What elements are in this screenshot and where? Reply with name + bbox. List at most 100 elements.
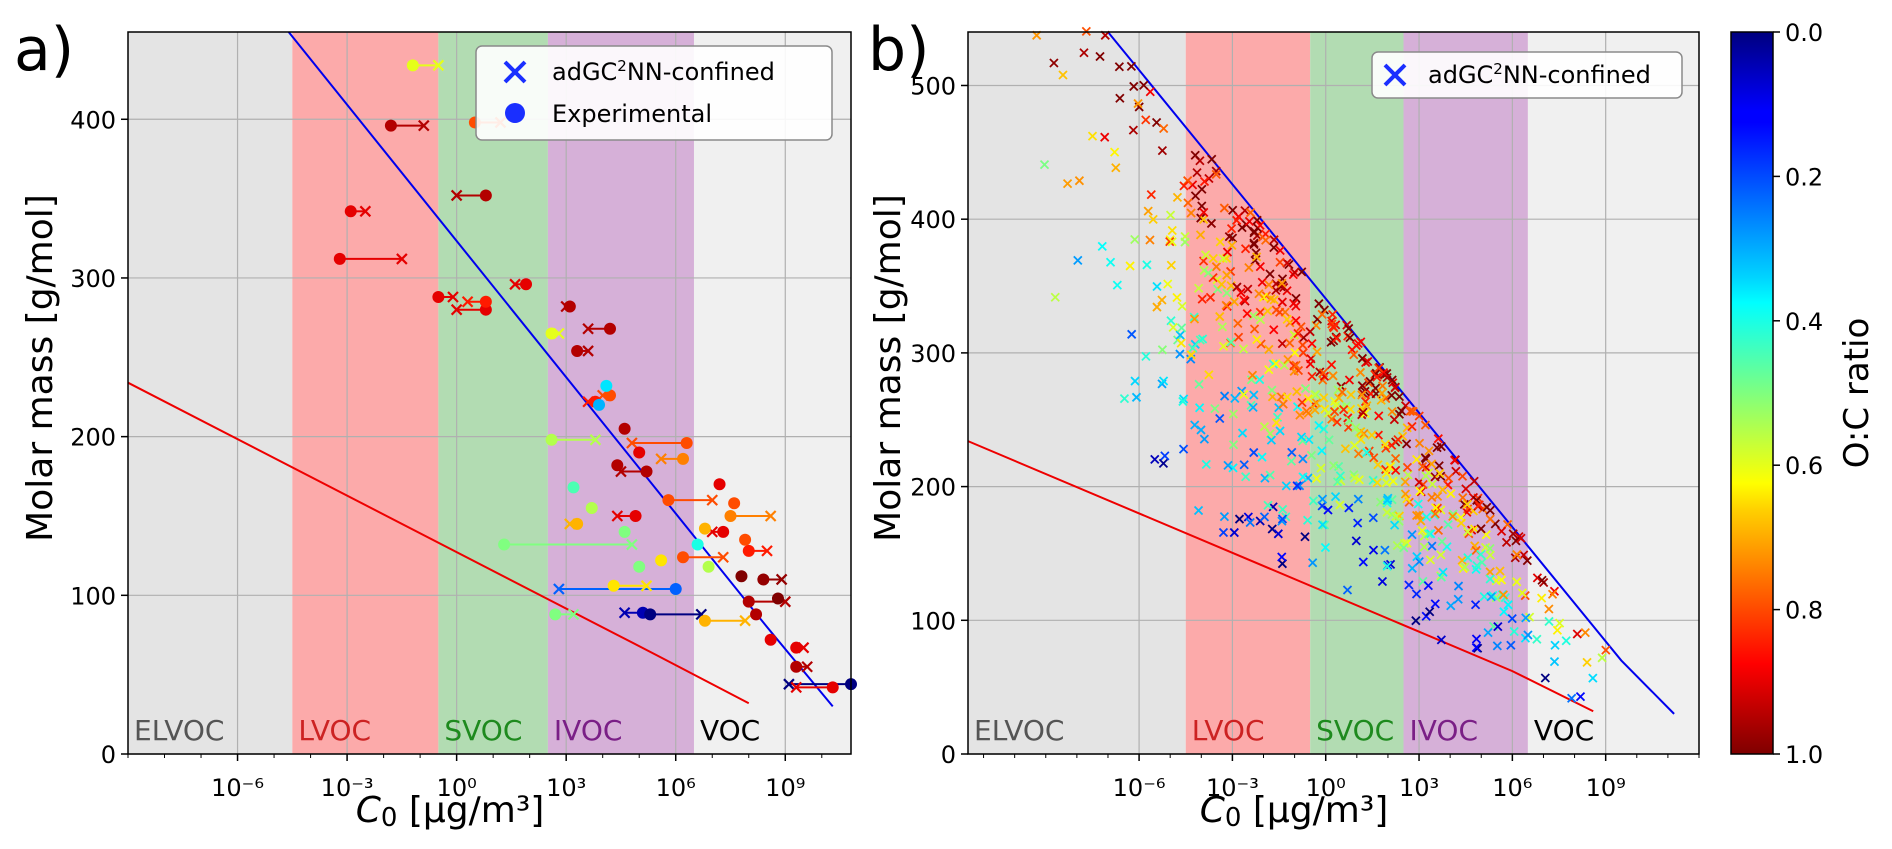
prediction-marker-stroke bbox=[1304, 434, 1314, 445]
prediction-marker bbox=[1492, 641, 1502, 651]
prediction-marker bbox=[1382, 372, 1392, 383]
prediction-marker-stroke bbox=[1143, 206, 1153, 216]
prediction-marker bbox=[1390, 383, 1400, 393]
prediction-marker bbox=[1401, 439, 1412, 449]
experimental-point bbox=[549, 608, 562, 621]
prediction-marker-stroke bbox=[1264, 280, 1274, 290]
prediction-marker bbox=[1463, 553, 1473, 563]
prediction-marker-stroke bbox=[1244, 263, 1254, 273]
y-tick-label: 200 bbox=[70, 424, 116, 452]
prediction-marker-stroke bbox=[1307, 371, 1317, 381]
prediction-marker-stroke bbox=[1275, 257, 1285, 267]
prediction-marker bbox=[1540, 673, 1550, 683]
prediction-marker bbox=[1198, 214, 1209, 224]
prediction-marker bbox=[1425, 529, 1436, 539]
prediction-marker bbox=[1285, 338, 1295, 348]
prediction-marker-stroke bbox=[1345, 404, 1356, 414]
prediction-marker bbox=[1275, 245, 1285, 256]
prediction-marker bbox=[1344, 375, 1355, 385]
experimental-point bbox=[739, 533, 752, 546]
prediction-marker-stroke bbox=[1380, 439, 1390, 449]
prediction-marker bbox=[1495, 566, 1505, 576]
prediction-marker-stroke bbox=[1374, 411, 1384, 421]
prediction-marker-stroke bbox=[1359, 428, 1369, 439]
prediction-marker-stroke bbox=[1317, 520, 1328, 530]
prediction-marker bbox=[1448, 511, 1458, 522]
prediction-marker bbox=[1143, 206, 1153, 216]
experimental-point bbox=[742, 595, 755, 608]
prediction-marker-stroke bbox=[1255, 315, 1266, 325]
prediction-marker-stroke bbox=[615, 465, 627, 478]
band-label-elvoc: ELVOC bbox=[974, 714, 1064, 747]
prediction-marker bbox=[1353, 518, 1363, 528]
prediction-marker-stroke bbox=[1302, 515, 1313, 525]
prediction-marker bbox=[1317, 494, 1328, 504]
prediction-marker bbox=[1477, 557, 1487, 568]
prediction-marker-stroke bbox=[1567, 693, 1577, 703]
prediction-marker-stroke bbox=[1227, 233, 1238, 243]
prediction-marker bbox=[1297, 267, 1307, 277]
prediction-marker-stroke bbox=[790, 681, 803, 694]
prediction-marker-stroke bbox=[1269, 295, 1279, 305]
prediction-marker-stroke bbox=[1427, 541, 1437, 551]
prediction-marker bbox=[1312, 347, 1322, 357]
prediction-marker bbox=[706, 494, 719, 506]
prediction-marker bbox=[1329, 406, 1340, 417]
prediction-marker bbox=[1275, 257, 1285, 267]
prediction-marker bbox=[1233, 318, 1243, 328]
volatility-bands bbox=[128, 32, 851, 754]
prediction-marker-stroke bbox=[1282, 392, 1292, 402]
prediction-marker bbox=[1430, 599, 1440, 609]
prediction-marker bbox=[1461, 484, 1471, 494]
prediction-marker bbox=[1176, 323, 1187, 333]
prediction-marker-stroke bbox=[1516, 533, 1526, 543]
prediction-marker-stroke bbox=[1129, 81, 1139, 92]
prediction-marker bbox=[1189, 312, 1199, 322]
x-tick-label: 10⁹ bbox=[765, 774, 805, 802]
prediction-marker bbox=[1417, 461, 1428, 472]
prediction-marker bbox=[1295, 410, 1305, 420]
prediction-marker-stroke bbox=[764, 510, 777, 522]
prediction-marker-stroke bbox=[1346, 390, 1356, 400]
prediction-marker-stroke bbox=[1448, 509, 1458, 519]
prediction-marker bbox=[1349, 350, 1359, 360]
prediction-marker-stroke bbox=[1411, 589, 1422, 599]
prediction-marker-stroke bbox=[1260, 473, 1270, 483]
prediction-marker-stroke bbox=[1550, 640, 1560, 650]
prediction-marker bbox=[1176, 338, 1186, 348]
prediction-marker-stroke bbox=[1158, 458, 1169, 469]
prediction-marker bbox=[1249, 324, 1260, 334]
prediction-marker bbox=[1544, 616, 1554, 627]
experimental-point bbox=[669, 582, 682, 595]
colorbar-tick-label: 0.6 bbox=[1785, 452, 1823, 480]
prediction-marker-stroke bbox=[1388, 378, 1398, 388]
prediction-marker bbox=[1297, 397, 1307, 408]
prediction-marker-stroke bbox=[1308, 558, 1318, 568]
upper-bound-line bbox=[287, 31, 834, 708]
prediction-marker-stroke bbox=[1295, 410, 1305, 420]
prediction-marker bbox=[1178, 396, 1188, 407]
prediction-marker-stroke bbox=[1109, 147, 1120, 157]
prediction-marker bbox=[1432, 442, 1442, 453]
prediction-marker bbox=[1436, 550, 1446, 560]
prediction-marker bbox=[1073, 255, 1083, 266]
prediction-marker-stroke bbox=[1301, 406, 1312, 416]
prediction-marker-stroke bbox=[1074, 176, 1085, 186]
prediction-marker bbox=[1264, 344, 1274, 355]
prediction-marker bbox=[1275, 307, 1285, 317]
prediction-marker-stroke bbox=[1492, 641, 1502, 651]
prediction-marker bbox=[1382, 495, 1392, 505]
prediction-marker-stroke bbox=[1195, 335, 1205, 345]
prediction-marker bbox=[1443, 519, 1453, 530]
prediction-marker-stroke bbox=[1278, 399, 1288, 409]
experimental-point bbox=[750, 608, 763, 621]
prediction-marker bbox=[1319, 520, 1330, 530]
prediction-marker bbox=[1291, 316, 1301, 326]
prediction-marker-stroke bbox=[1215, 311, 1225, 322]
prediction-marker-stroke bbox=[1387, 375, 1397, 385]
prediction-marker bbox=[1243, 284, 1253, 294]
prediction-marker-stroke bbox=[1462, 499, 1472, 509]
prediction-marker bbox=[1351, 422, 1361, 433]
prediction-marker bbox=[1485, 574, 1495, 584]
prediction-marker-stroke bbox=[1275, 245, 1285, 256]
